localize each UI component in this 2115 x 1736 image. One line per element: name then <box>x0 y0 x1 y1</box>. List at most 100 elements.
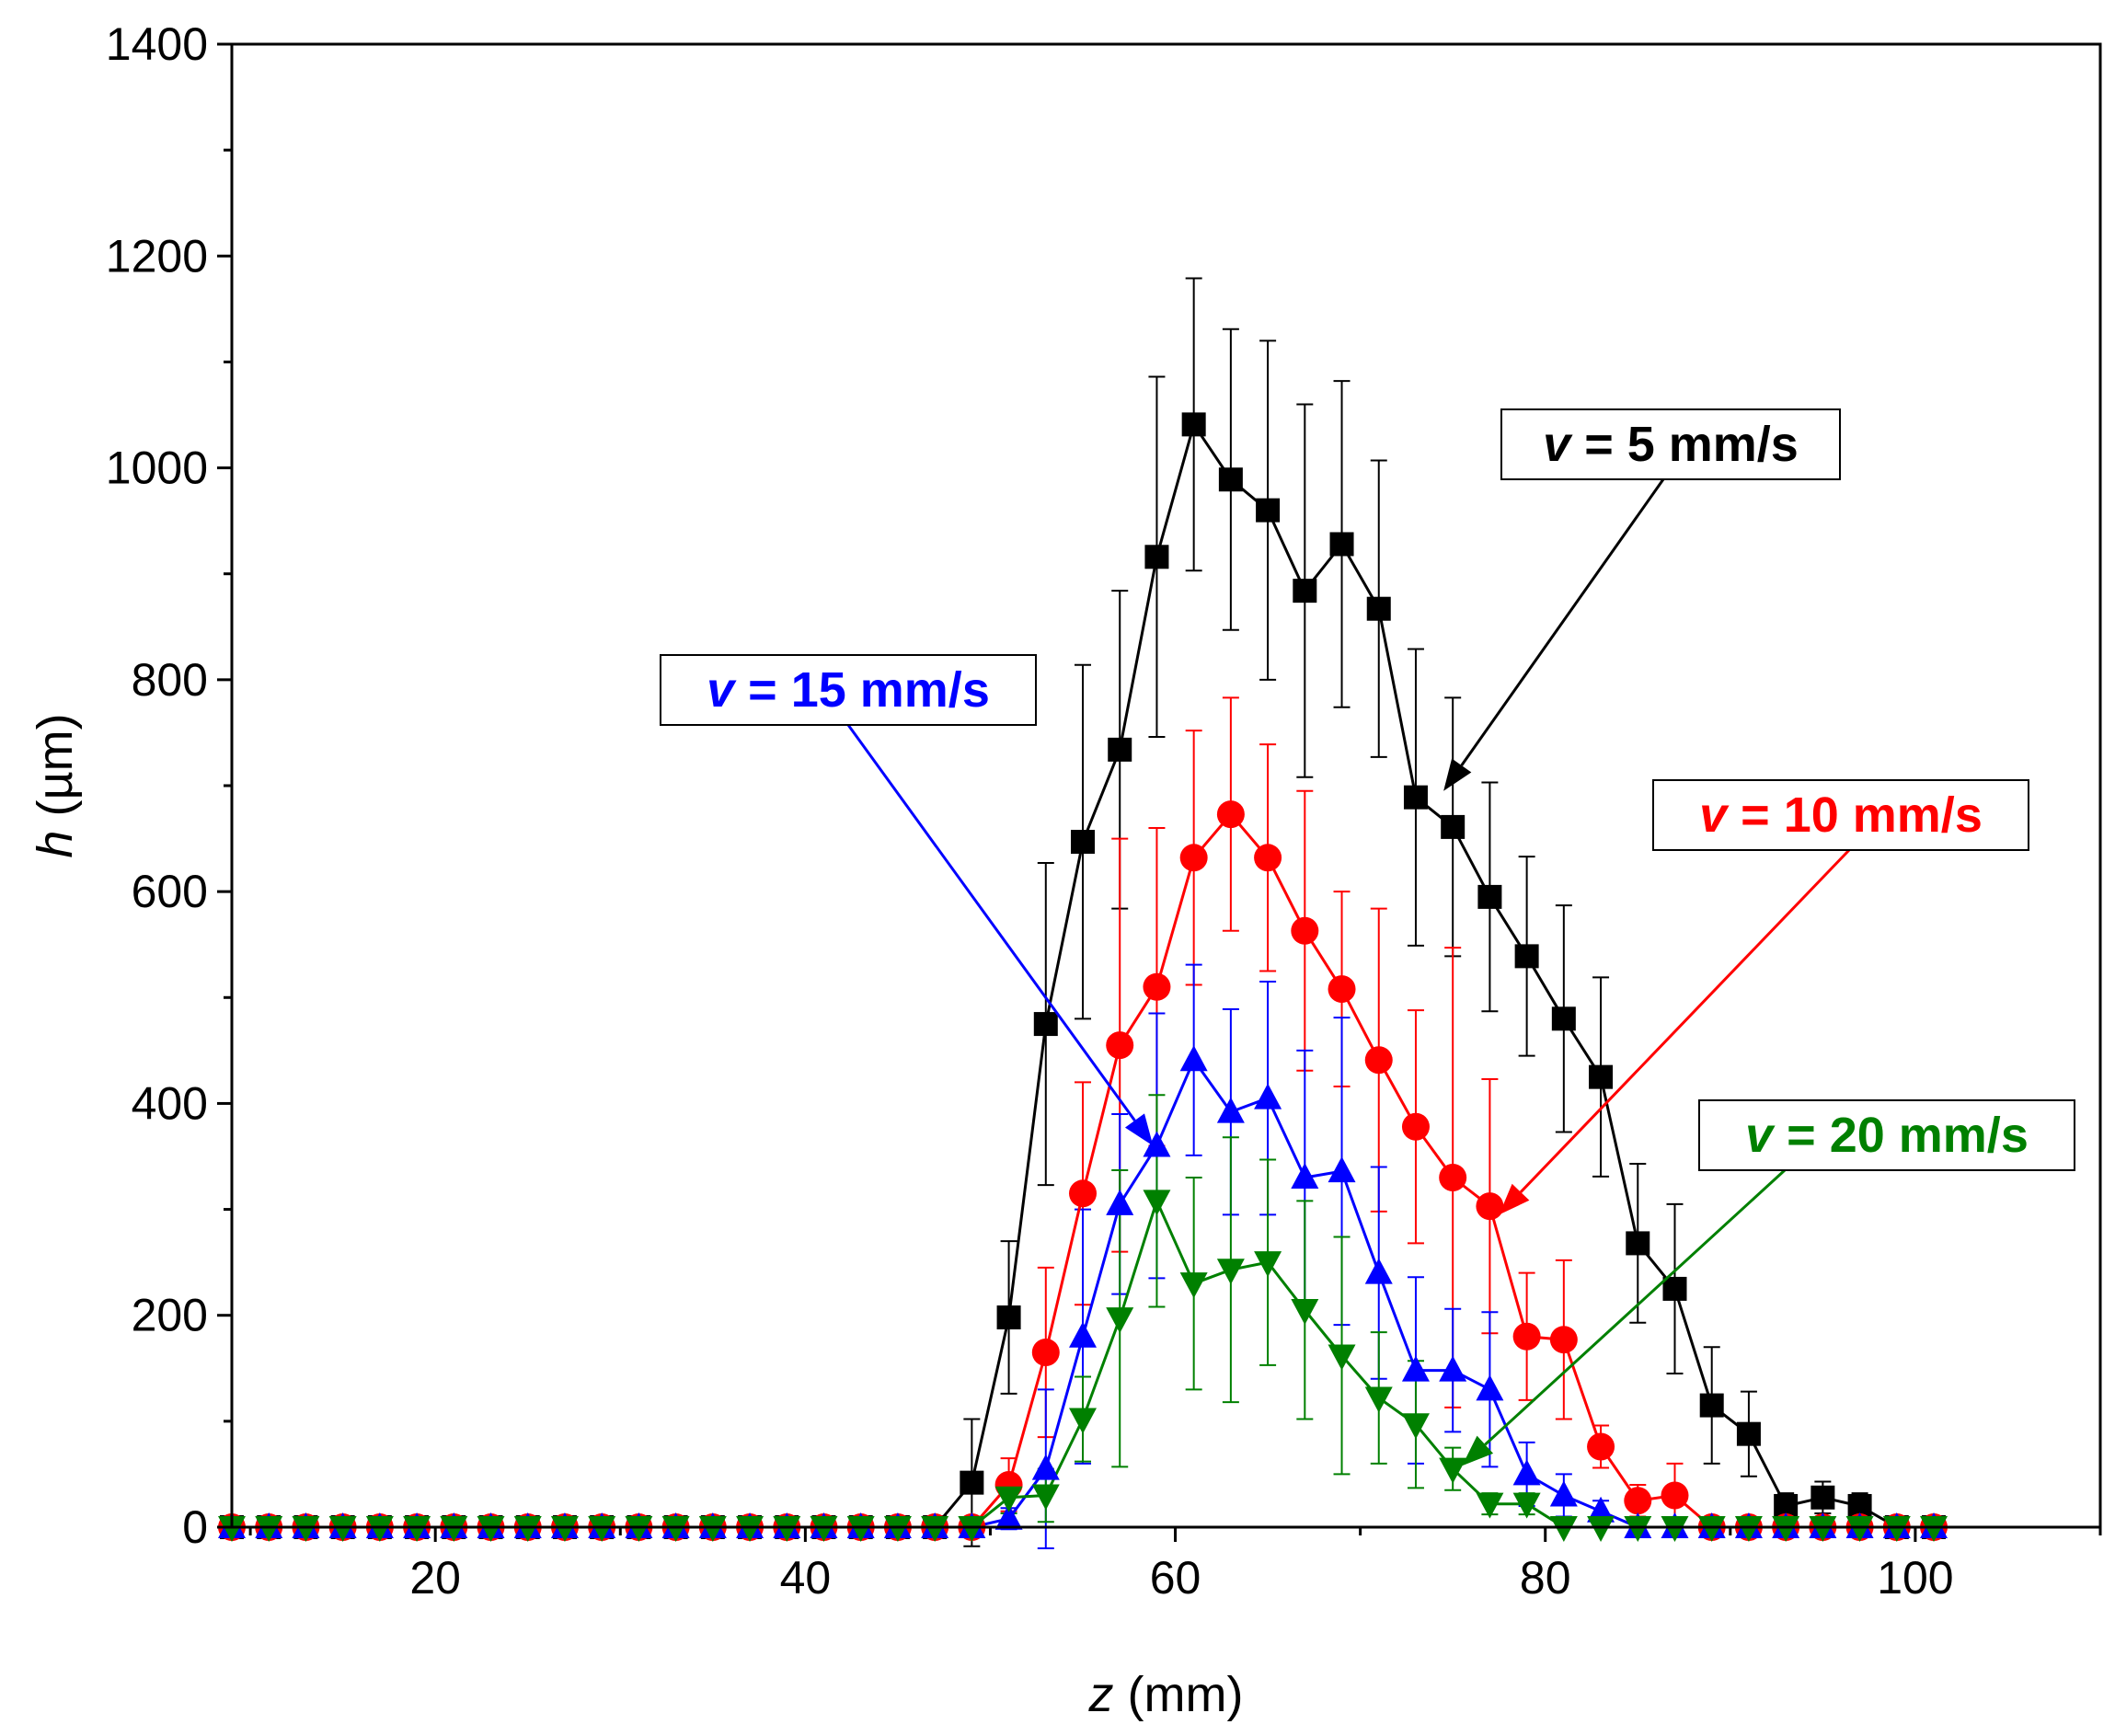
data-point-v-10-mm-s <box>1328 975 1356 1004</box>
x-axis-variable: z <box>1088 1667 1114 1722</box>
data-point-v-20-mm-s <box>698 1516 727 1542</box>
y-tick-label: 800 <box>132 654 208 706</box>
data-point-v-5-mm-s <box>1293 579 1317 604</box>
annotation-variable: v <box>1745 1108 1776 1163</box>
y-tick-label: 1000 <box>106 443 208 494</box>
data-point-v-15-mm-s <box>1031 1454 1060 1480</box>
annotation-value: = 20 mm/s <box>1773 1108 2029 1163</box>
data-point-v-5-mm-s <box>996 1305 1021 1330</box>
data-point-v-20-mm-s <box>218 1516 246 1542</box>
data-point-v-20-mm-s <box>513 1516 542 1542</box>
data-point-v-10-mm-s <box>1661 1481 1689 1510</box>
x-axis-title: z (mm) <box>1088 1667 1244 1722</box>
y-tick-label: 200 <box>132 1290 208 1341</box>
data-point-v-15-mm-s <box>1401 1355 1430 1382</box>
data-point-v-20-mm-s <box>440 1516 468 1542</box>
data-point-v-20-mm-s <box>1587 1516 1615 1542</box>
data-point-v-15-mm-s <box>1587 1496 1615 1523</box>
data-point-v-20-mm-s <box>403 1516 431 1542</box>
data-point-v-20-mm-s <box>477 1516 505 1542</box>
annotation-label: v = 10 mm/s <box>1699 788 1983 843</box>
data-point-v-20-mm-s <box>588 1516 616 1542</box>
data-point-v-15-mm-s <box>1216 1097 1245 1123</box>
data-point-v-15-mm-s <box>1328 1156 1356 1183</box>
data-point-v-20-mm-s <box>1772 1516 1800 1542</box>
data-point-v-10-mm-s <box>1624 1487 1652 1515</box>
markers-layer <box>218 412 1948 1542</box>
data-point-v-15-mm-s <box>1549 1480 1578 1507</box>
annotation-10-mm-s: v = 10 mm/s <box>1499 779 2029 1215</box>
data-point-v-15-mm-s <box>1512 1459 1541 1486</box>
data-point-v-5-mm-s <box>1551 1006 1576 1031</box>
annotation-box <box>1698 1099 2075 1171</box>
data-point-v-5-mm-s <box>1144 545 1169 569</box>
annotation-arrow-line <box>1519 848 1851 1193</box>
data-point-v-20-mm-s <box>1106 1307 1134 1334</box>
annotations-layer: v = 5 mm/s v = 10 mm/s v = 15 mm/s v = 20 m… <box>660 408 2075 1466</box>
data-point-v-20-mm-s <box>1697 1516 1726 1542</box>
data-point-v-5-mm-s <box>1218 467 1243 492</box>
data-point-v-15-mm-s <box>1291 1163 1319 1190</box>
annotation-value: = 15 mm/s <box>734 662 990 718</box>
data-point-v-20-mm-s <box>846 1516 875 1542</box>
x-axis-unit: (mm) <box>1114 1667 1244 1722</box>
data-point-v-5-mm-s <box>1810 1485 1835 1510</box>
data-point-v-5-mm-s <box>1736 1421 1761 1446</box>
data-point-v-20-mm-s <box>1920 1516 1948 1542</box>
data-point-v-20-mm-s <box>1439 1457 1467 1484</box>
data-point-v-20-mm-s <box>883 1516 912 1542</box>
data-point-v-10-mm-s <box>1549 1326 1578 1354</box>
data-point-v-5-mm-s <box>1181 412 1206 437</box>
data-point-v-15-mm-s <box>1069 1321 1098 1348</box>
data-point-v-5-mm-s <box>1071 830 1096 855</box>
data-point-v-20-mm-s <box>1882 1516 1911 1542</box>
data-point-v-5-mm-s <box>1108 737 1132 762</box>
data-point-v-20-mm-s <box>994 1486 1023 1512</box>
data-point-v-5-mm-s <box>1403 785 1428 810</box>
y-tick-label: 600 <box>132 866 208 917</box>
annotation-variable: v <box>1543 417 1573 472</box>
data-point-v-15-mm-s <box>1179 1045 1208 1072</box>
data-point-v-10-mm-s <box>1476 1192 1504 1221</box>
data-point-v-20-mm-s <box>255 1516 283 1542</box>
x-tick-label: 80 <box>1520 1552 1571 1604</box>
data-point-v-20-mm-s <box>1734 1516 1763 1542</box>
annotation-5-mm-s: v = 5 mm/s <box>1443 408 1841 791</box>
data-point-v-20-mm-s <box>1031 1484 1060 1511</box>
annotation-arrow-line <box>846 724 1136 1121</box>
annotation-label: v = 5 mm/s <box>1543 417 1799 472</box>
data-point-v-15-mm-s <box>1439 1355 1467 1382</box>
data-point-v-20-mm-s <box>736 1516 764 1542</box>
x-tick-label: 100 <box>1877 1552 1953 1604</box>
annotation-arrow-line <box>1460 478 1665 766</box>
annotation-arrow-head <box>1443 758 1472 791</box>
data-point-v-10-mm-s <box>1364 1046 1393 1075</box>
data-point-v-5-mm-s <box>1514 944 1539 969</box>
data-point-v-15-mm-s <box>1106 1189 1134 1215</box>
data-point-v-5-mm-s <box>1662 1276 1687 1301</box>
data-point-v-20-mm-s <box>292 1516 320 1542</box>
y-axis-variable: h <box>28 831 83 858</box>
x-tick-label: 20 <box>409 1552 461 1604</box>
y-axis-unit: (µm) <box>28 713 83 830</box>
annotation-arrow-head <box>1499 1183 1530 1215</box>
data-point-v-10-mm-s <box>1512 1322 1541 1351</box>
data-point-v-20-mm-s <box>1179 1272 1208 1299</box>
data-point-v-20-mm-s <box>365 1516 394 1542</box>
x-tick-label: 60 <box>1150 1552 1201 1604</box>
data-point-v-5-mm-s <box>1589 1064 1614 1089</box>
y-tick-label: 1200 <box>106 230 208 282</box>
data-point-v-20-mm-s <box>1512 1492 1541 1519</box>
annotation-box <box>660 654 1037 726</box>
data-point-v-20-mm-s <box>1364 1386 1393 1413</box>
data-point-v-10-mm-s <box>1401 1112 1430 1141</box>
data-point-v-20-mm-s <box>1661 1516 1689 1542</box>
data-point-v-5-mm-s <box>1441 814 1466 839</box>
data-point-v-10-mm-s <box>1106 1031 1134 1060</box>
y-tick-label: 1400 <box>106 18 208 70</box>
data-point-v-20-mm-s <box>328 1516 357 1542</box>
data-point-v-20-mm-s <box>1291 1298 1319 1325</box>
data-point-v-20-mm-s <box>1216 1259 1245 1285</box>
